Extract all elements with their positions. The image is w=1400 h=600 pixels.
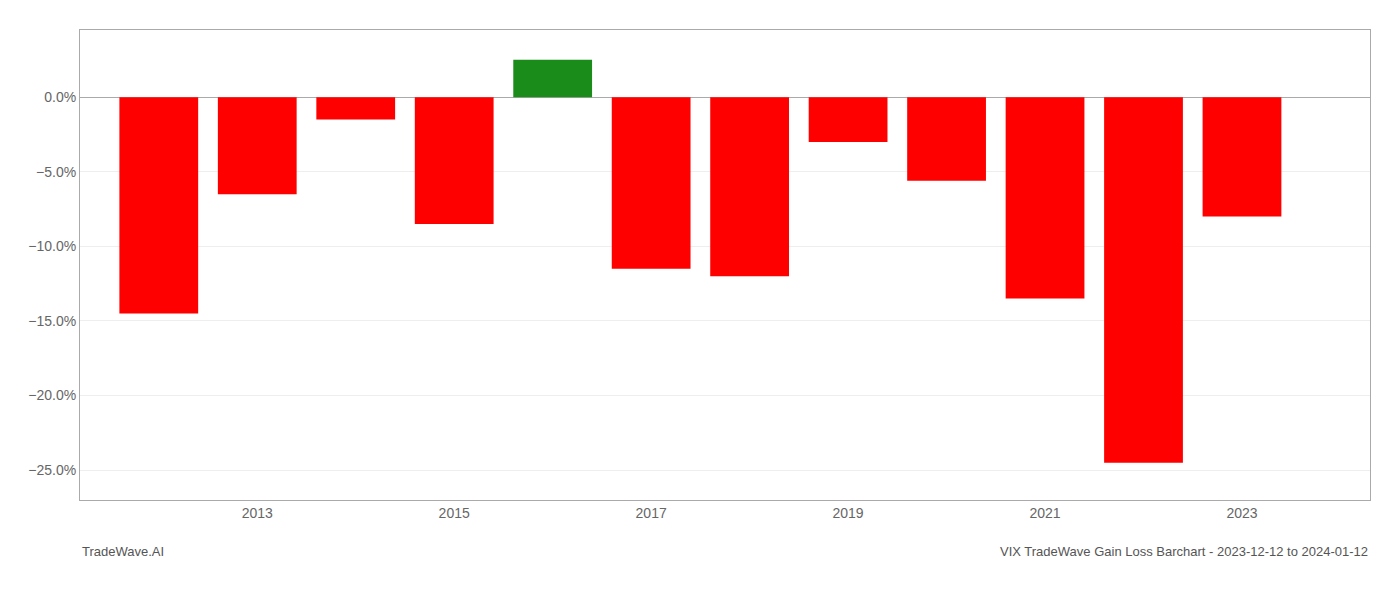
svg-text:2021: 2021 [1029,505,1060,521]
svg-text:−15.0%: −15.0% [28,313,76,329]
svg-text:VIX TradeWave Gain Loss Barcha: VIX TradeWave Gain Loss Barchart - 2023-… [1000,544,1368,559]
svg-text:−25.0%: −25.0% [28,462,76,478]
svg-text:2015: 2015 [439,505,470,521]
svg-text:−5.0%: −5.0% [36,164,76,180]
svg-text:2017: 2017 [636,505,667,521]
svg-text:2013: 2013 [242,505,273,521]
svg-text:TradeWave.AI: TradeWave.AI [82,544,164,559]
svg-text:2019: 2019 [833,505,864,521]
svg-text:−20.0%: −20.0% [28,387,76,403]
svg-text:2023: 2023 [1226,505,1257,521]
svg-text:−10.0%: −10.0% [28,238,76,254]
svg-text:0.0%: 0.0% [44,89,76,105]
